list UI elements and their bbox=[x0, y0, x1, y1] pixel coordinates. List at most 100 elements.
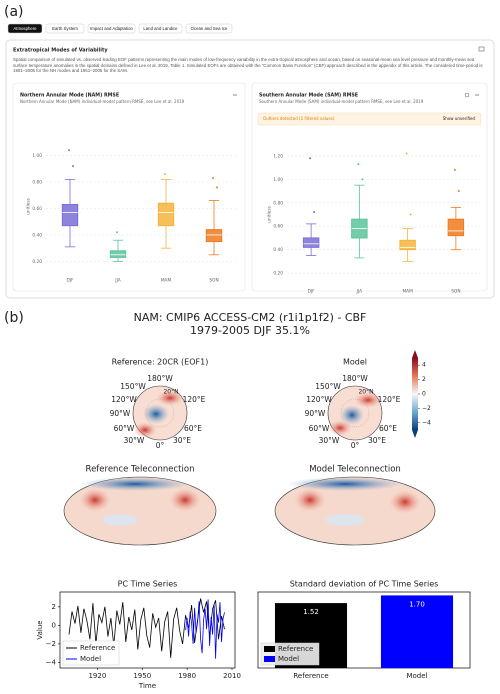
value-label: 1.70 bbox=[409, 600, 425, 608]
legend-swatch bbox=[264, 656, 275, 662]
y-axis-label: unitless bbox=[26, 197, 32, 214]
polar-map bbox=[327, 385, 383, 441]
outlier bbox=[309, 157, 312, 160]
tab[interactable] bbox=[138, 23, 183, 34]
card-title: Southern Annular Mode (SAM) RMSE bbox=[259, 93, 358, 99]
y-axis-label: unitless bbox=[267, 205, 273, 222]
map-title: Model bbox=[343, 358, 367, 367]
card bbox=[12, 82, 246, 292]
tab-label[interactable]: Land and Landice bbox=[143, 26, 178, 31]
info-icon[interactable] bbox=[464, 92, 470, 98]
y-tick-label: 0 bbox=[52, 621, 56, 629]
colorbar bbox=[412, 358, 418, 430]
collapse-icon[interactable] bbox=[478, 46, 485, 52]
outlier bbox=[453, 168, 456, 171]
outlier bbox=[164, 173, 166, 176]
figure-title: 1979-2005 DJF 35.1% bbox=[190, 324, 310, 337]
y-tick-label: 0.80 bbox=[273, 200, 283, 206]
outlier bbox=[313, 211, 316, 214]
outlier bbox=[216, 186, 218, 189]
notice-action[interactable]: Show unverified bbox=[443, 116, 476, 121]
notice bbox=[257, 112, 482, 126]
tab[interactable] bbox=[45, 23, 85, 34]
map-label: 0° bbox=[156, 441, 165, 450]
legend-label: Model bbox=[80, 655, 101, 663]
map-label: 90°W bbox=[305, 409, 326, 418]
card-title: Northern Annular Mode (NAM) RMSE bbox=[20, 93, 119, 99]
outlier bbox=[409, 213, 412, 216]
box bbox=[399, 239, 416, 251]
box bbox=[109, 250, 127, 258]
value-label: 1.52 bbox=[303, 608, 319, 616]
legend bbox=[260, 642, 320, 666]
y-tick-label: −2 bbox=[46, 640, 56, 648]
y-tick-label: 0.20 bbox=[273, 271, 283, 277]
map-label: 30°W bbox=[319, 436, 340, 445]
world-map bbox=[63, 476, 217, 546]
y-tick-label: 0.20 bbox=[32, 259, 42, 265]
map-label: 120°W bbox=[111, 395, 137, 404]
box bbox=[61, 204, 79, 227]
map-label: 120°E bbox=[378, 395, 401, 404]
tab-label[interactable]: Impact and Adaptation bbox=[90, 26, 133, 31]
map-label: 20°N bbox=[358, 389, 373, 396]
map-label: 20°N bbox=[163, 389, 178, 396]
x-tick-label: Reference bbox=[293, 672, 328, 680]
panel-label: (b) bbox=[4, 310, 24, 326]
card-subtitle: Southern Annular Mode (SAM) individual-m… bbox=[259, 99, 424, 104]
outlier bbox=[212, 177, 214, 180]
map-label: 0° bbox=[351, 441, 360, 450]
y-tick-label: 0.60 bbox=[273, 224, 283, 230]
tab-label[interactable]: Earth System bbox=[52, 26, 78, 31]
colorbar-tick-label: 0 bbox=[422, 391, 426, 398]
box bbox=[302, 237, 320, 248]
map-label: 30°E bbox=[368, 436, 386, 445]
x-tick-label: 1920 bbox=[88, 672, 106, 680]
y-tick-label: 1.20 bbox=[273, 153, 283, 159]
tab-label[interactable]: Ocean and Sea Ice bbox=[191, 26, 228, 31]
map-title: Reference: 20CR (EOF1) bbox=[112, 358, 209, 367]
x-tick-label: SON bbox=[209, 278, 218, 284]
map-label: 30°W bbox=[124, 436, 145, 445]
colorbar-tick-label: −4 bbox=[422, 419, 431, 426]
x-tick-label: JJA bbox=[356, 289, 362, 295]
map-label: 60°W bbox=[309, 424, 330, 433]
map-title: Reference Teleconnection bbox=[86, 465, 195, 475]
map-label: 150°W bbox=[315, 382, 341, 391]
map-label: 90°W bbox=[110, 409, 131, 418]
box bbox=[157, 202, 175, 227]
plot-frame bbox=[257, 591, 471, 669]
legend-label: Model bbox=[278, 655, 299, 663]
map-label: 120°W bbox=[306, 395, 332, 404]
y-tick-label: 0.40 bbox=[273, 247, 283, 253]
y-tick-label: 1.00 bbox=[273, 177, 283, 183]
x-tick-label: DJF bbox=[308, 289, 316, 295]
x-tick-label: SON bbox=[451, 289, 460, 295]
colorbar-tick-label: −2 bbox=[422, 405, 431, 412]
x-tick-label: 1950 bbox=[133, 672, 151, 680]
polar-map bbox=[132, 385, 188, 441]
x-tick-label: JJA bbox=[114, 278, 120, 284]
y-tick-label: 0.80 bbox=[32, 180, 42, 186]
x-axis-label: Time bbox=[138, 682, 156, 690]
y-tick-label: 1.00 bbox=[32, 153, 42, 159]
section-title: Extratropical Modes of Variability bbox=[13, 48, 108, 54]
box bbox=[447, 218, 465, 237]
tab[interactable] bbox=[185, 23, 233, 34]
world-map bbox=[274, 476, 436, 546]
map-label: 120°E bbox=[183, 395, 206, 404]
map-label: 60°E bbox=[184, 424, 202, 433]
map-label: 180°W bbox=[147, 374, 173, 383]
legend-swatch bbox=[264, 646, 275, 652]
tab-label[interactable]: Atmosphere bbox=[13, 26, 37, 31]
colorbar-cap bbox=[412, 350, 418, 358]
tab[interactable] bbox=[7, 23, 43, 34]
colorbar-tick-label: 4 bbox=[422, 362, 426, 369]
notice-text: Outliers detected (1 filtered values) bbox=[263, 116, 335, 121]
outlier bbox=[68, 149, 70, 152]
legend-label: Reference bbox=[278, 645, 313, 653]
outlier bbox=[116, 231, 118, 234]
tab[interactable] bbox=[87, 23, 136, 34]
